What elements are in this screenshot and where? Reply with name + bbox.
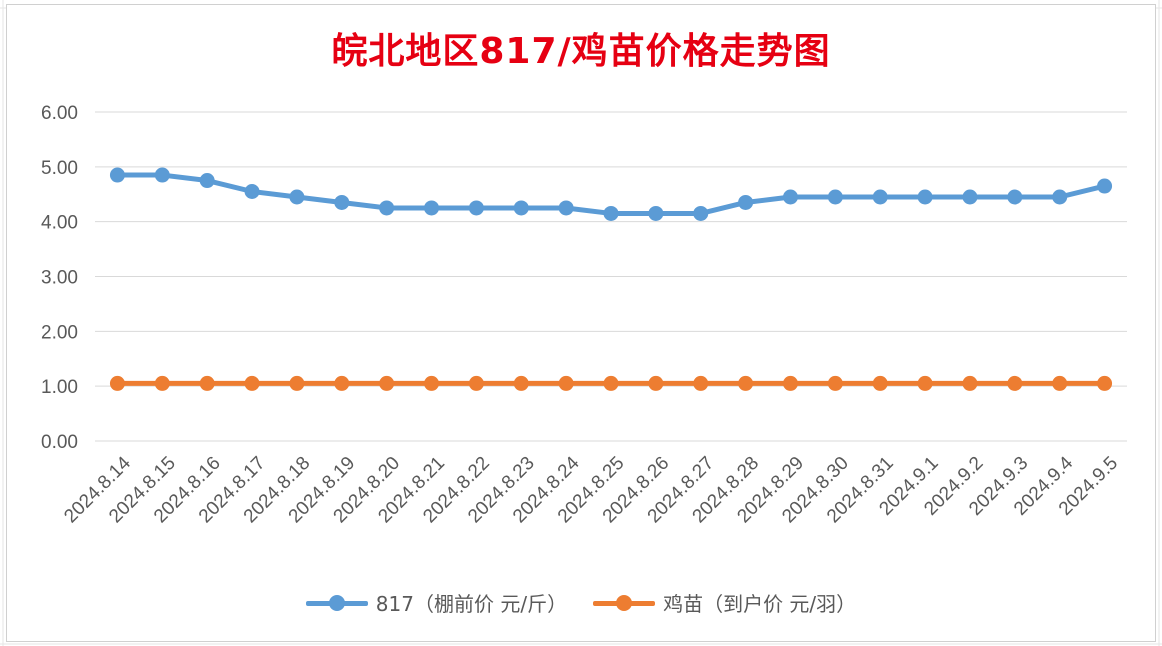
series-chick-point[interactable]: [603, 375, 619, 391]
series-817-point[interactable]: [872, 189, 888, 205]
legend-item-817[interactable]: 817（棚前价 元/斤）: [305, 588, 568, 617]
chart-title: 皖北地区817/鸡苗价格走势图: [331, 31, 831, 72]
chart-area[interactable]: [6, 4, 1156, 642]
series-chick-point[interactable]: [244, 375, 260, 391]
series-817-point[interactable]: [334, 194, 350, 210]
series-chick-point[interactable]: [1007, 375, 1023, 391]
series-chick-point[interactable]: [379, 375, 395, 391]
series-chick-point[interactable]: [424, 375, 440, 391]
y-axis-ticks: 0.00 1.00 2.00 3.00 4.00 5.00 6.00: [41, 103, 78, 453]
series-chick-point[interactable]: [468, 375, 484, 391]
series-817-point[interactable]: [199, 173, 215, 189]
series-chick-point[interactable]: [693, 375, 709, 391]
series-chick-point[interactable]: [917, 375, 933, 391]
series-chick-point[interactable]: [109, 375, 125, 391]
legend: 817（棚前价 元/斤） 鸡苗（到户价 元/羽）: [0, 588, 1162, 617]
series-chick-point[interactable]: [827, 375, 843, 391]
series-chick-point[interactable]: [648, 375, 664, 391]
series-chick-point[interactable]: [738, 375, 754, 391]
series-chick-point[interactable]: [872, 375, 888, 391]
y-tick-label: 4.00: [41, 213, 78, 234]
series-817-point[interactable]: [693, 205, 709, 221]
series-817-point[interactable]: [424, 200, 440, 216]
series-lines: [109, 167, 1113, 391]
series-817-point[interactable]: [379, 200, 395, 216]
series-817-point[interactable]: [917, 189, 933, 205]
series-chick-point[interactable]: [334, 375, 350, 391]
x-axis-ticks: 2024.8.142024.8.152024.8.162024.8.172024…: [60, 452, 1122, 527]
series-817-point[interactable]: [648, 205, 664, 221]
series-chick-point[interactable]: [1052, 375, 1068, 391]
y-tick-label: 6.00: [41, 103, 78, 124]
series-817-point[interactable]: [1007, 189, 1023, 205]
legend-swatch-chick-icon: [593, 593, 656, 613]
legend-swatch-817-icon: [305, 593, 368, 613]
series-chick-point[interactable]: [289, 375, 305, 391]
series-817-point[interactable]: [603, 205, 619, 221]
series-817-point[interactable]: [827, 189, 843, 205]
y-tick-label: 0.00: [41, 432, 78, 453]
series-chick-point[interactable]: [154, 375, 170, 391]
series-817-point[interactable]: [782, 189, 798, 205]
series-817-point[interactable]: [558, 200, 574, 216]
series-817-point[interactable]: [468, 200, 484, 216]
series-chick-point[interactable]: [199, 375, 215, 391]
series-817-point[interactable]: [738, 194, 754, 210]
legend-label-chick: 鸡苗（到户价 元/羽）: [663, 592, 857, 616]
series-817-point[interactable]: [109, 167, 125, 183]
series-817-point[interactable]: [513, 200, 529, 216]
legend-label-817: 817（棚前价 元/斤）: [375, 592, 568, 616]
series-817-point[interactable]: [289, 189, 305, 205]
series-817-point[interactable]: [1097, 178, 1113, 194]
series-chick-point[interactable]: [962, 375, 978, 391]
gridlines: [95, 111, 1127, 442]
series-817-point[interactable]: [244, 184, 260, 200]
y-tick-label: 2.00: [41, 322, 78, 343]
series-817-point[interactable]: [154, 167, 170, 183]
series-817-point[interactable]: [1052, 189, 1068, 205]
y-tick-label: 3.00: [41, 268, 78, 289]
legend-item-chick[interactable]: 鸡苗（到户价 元/羽）: [593, 588, 856, 617]
series-chick-point[interactable]: [782, 375, 798, 391]
series-chick-point[interactable]: [558, 375, 574, 391]
series-chick-point[interactable]: [513, 375, 529, 391]
y-tick-label: 5.00: [41, 158, 78, 179]
series-817-point[interactable]: [962, 189, 978, 205]
y-tick-label: 1.00: [41, 377, 78, 398]
series-chick-point[interactable]: [1097, 375, 1113, 391]
